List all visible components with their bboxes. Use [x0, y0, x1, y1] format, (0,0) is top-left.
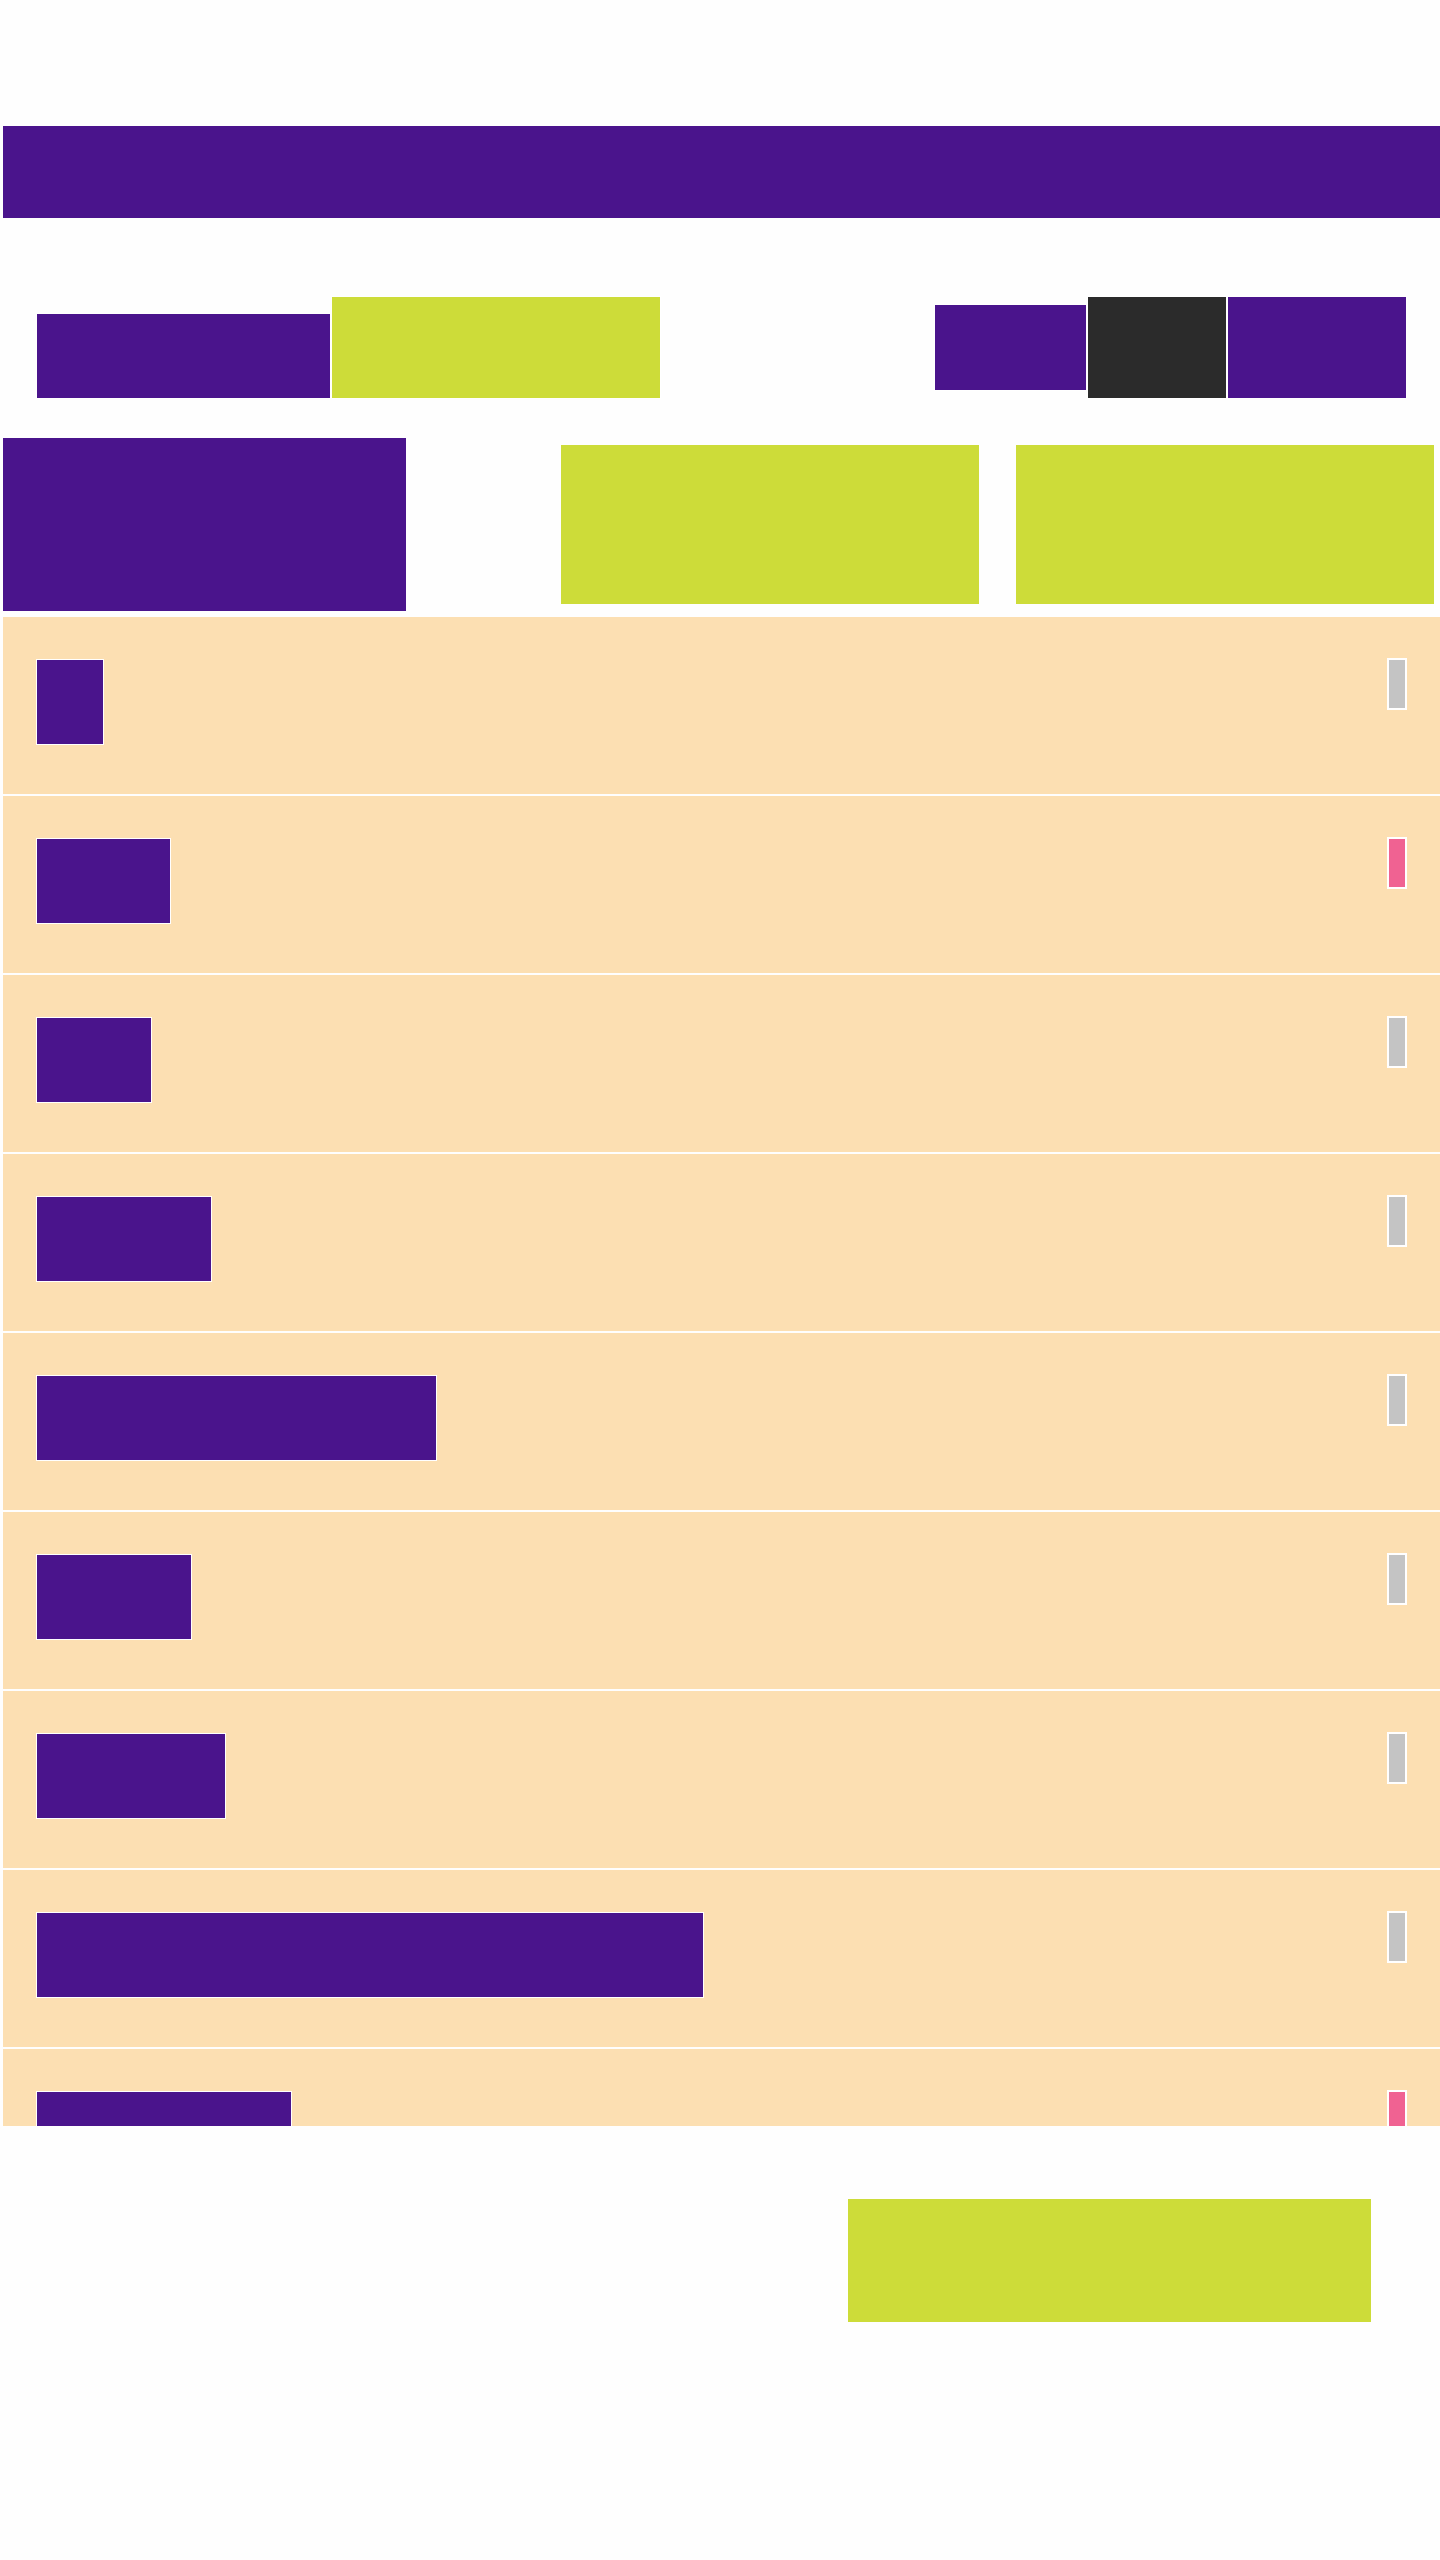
- list-item[interactable]: [3, 1154, 1440, 1331]
- bottom-action-button[interactable]: [848, 2199, 1371, 2322]
- list-item-status-indicator[interactable]: [1387, 658, 1407, 710]
- list-item-label: [36, 1733, 226, 1819]
- toolbar-accent-button[interactable]: [331, 296, 661, 399]
- toolbar-primary-button[interactable]: [36, 313, 331, 399]
- list-item-status-indicator[interactable]: [1387, 2090, 1407, 2126]
- list-item-status-indicator[interactable]: [1387, 837, 1407, 889]
- list-item-label: [36, 1017, 152, 1103]
- list-item[interactable]: [3, 1870, 1440, 2047]
- list-item-label: [36, 1196, 212, 1282]
- list-item-status-indicator[interactable]: [1387, 1195, 1407, 1247]
- toolbar-right-button-1[interactable]: [934, 304, 1087, 391]
- app-header-bar: [3, 126, 1440, 218]
- list-item-label: [36, 1912, 704, 1998]
- list-item[interactable]: [3, 2049, 1440, 2126]
- list-item-label: [36, 659, 104, 745]
- list-item[interactable]: [3, 975, 1440, 1152]
- list-item-status-indicator[interactable]: [1387, 1911, 1407, 1963]
- section-action-button-2[interactable]: [1016, 445, 1434, 604]
- list-item[interactable]: [3, 617, 1440, 794]
- list-item-label: [36, 2091, 292, 2126]
- section-title-block: [3, 438, 406, 611]
- list-item[interactable]: [3, 1512, 1440, 1689]
- list-item-label: [36, 1375, 437, 1461]
- list-item-status-indicator[interactable]: [1387, 1374, 1407, 1426]
- toolbar-right-button-2-selected[interactable]: [1087, 296, 1227, 399]
- list-item[interactable]: [3, 1691, 1440, 1868]
- list-item-status-indicator[interactable]: [1387, 1732, 1407, 1784]
- list-item-status-indicator[interactable]: [1387, 1016, 1407, 1068]
- list-container[interactable]: [0, 617, 1440, 2126]
- list-item-status-indicator[interactable]: [1387, 1553, 1407, 1605]
- toolbar-right-button-3[interactable]: [1227, 296, 1407, 399]
- list-item-label: [36, 838, 171, 924]
- list-item[interactable]: [3, 796, 1440, 973]
- section-action-button-1[interactable]: [561, 445, 979, 604]
- list-item-label: [36, 1554, 192, 1640]
- list-item[interactable]: [3, 1333, 1440, 1510]
